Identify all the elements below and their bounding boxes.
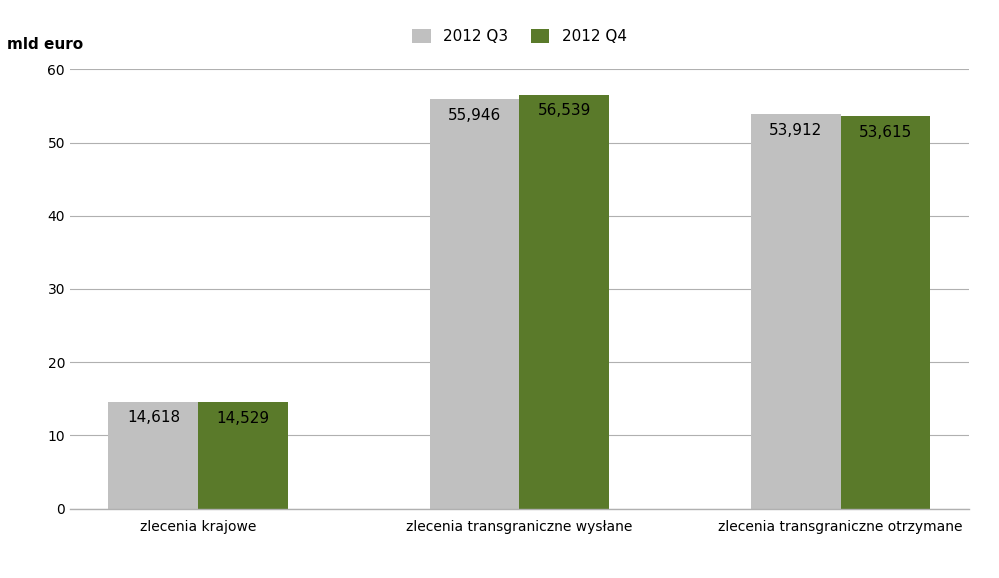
Bar: [199, 402, 289, 509]
Bar: [750, 114, 840, 509]
Text: 14,529: 14,529: [217, 411, 270, 426]
Text: 55,946: 55,946: [448, 108, 501, 123]
Bar: [430, 99, 519, 509]
Legend: 2012 Q3, 2012 Q4: 2012 Q3, 2012 Q4: [408, 24, 631, 49]
Text: mld euro: mld euro: [7, 37, 83, 52]
Bar: [840, 116, 930, 509]
Text: 14,618: 14,618: [127, 410, 180, 425]
Bar: [519, 95, 609, 509]
Bar: [109, 402, 199, 509]
Text: 53,615: 53,615: [859, 125, 912, 140]
Text: 53,912: 53,912: [769, 123, 822, 138]
Text: 56,539: 56,539: [537, 103, 591, 118]
